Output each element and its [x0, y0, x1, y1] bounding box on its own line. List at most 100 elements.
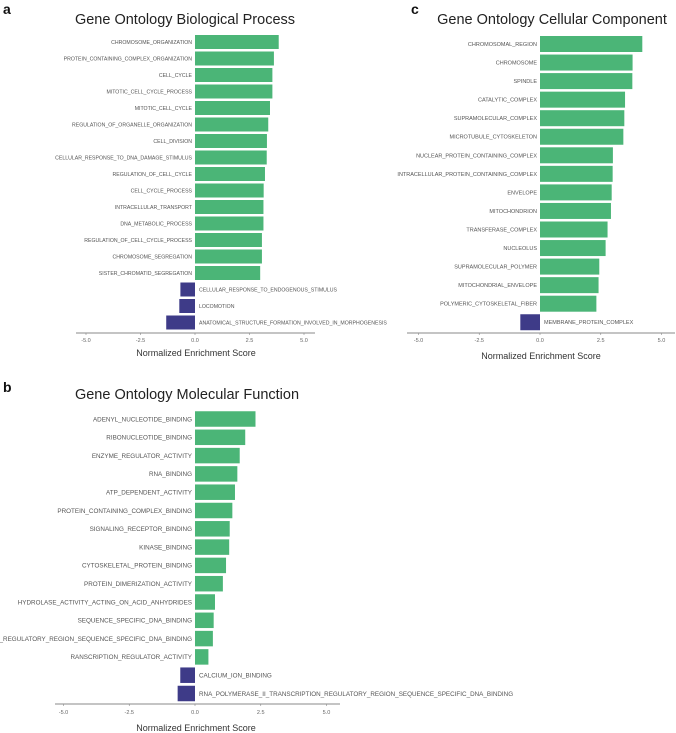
- bar-mitochondrial-envelope: [540, 277, 599, 294]
- bar-cytoskeletal-protein-binding: [195, 557, 227, 574]
- category-label: CELL_DIVISION: [153, 139, 192, 145]
- bar-envelope: [540, 184, 612, 201]
- bar-intracellular-protein-containing-complex: [540, 165, 613, 182]
- category-label: MITOTIC_CELL_CYCLE: [135, 106, 193, 112]
- bar-ranscription-regulator-activity: [195, 649, 209, 665]
- bar-microtubule-cytoskeleton: [540, 128, 624, 145]
- category-label: CELL_CYCLE: [159, 73, 193, 79]
- bar-kinase-binding: [195, 539, 230, 555]
- bar-calcium-ion-binding: [180, 667, 195, 683]
- bar-transferase-complex: [540, 221, 608, 238]
- x-tick-label: -2.5: [475, 338, 484, 344]
- x-tick-label: -5.0: [414, 338, 423, 344]
- bar-regulation-of-cell-cycle: [195, 167, 265, 181]
- bar-sister-chromatid-segregation: [195, 266, 261, 280]
- bar-supramolecular-complex: [540, 110, 625, 127]
- x-tick-label: 0.0: [536, 338, 544, 344]
- x-tick-label: 0.0: [191, 710, 199, 716]
- bar-mitotic-cell-cycle: [195, 101, 270, 115]
- bar-cis-regulatory-region-sequence-specific-dna-binding: [195, 630, 213, 647]
- bar-cellular-response-to-dna-damage-stimulus: [195, 150, 267, 165]
- category-label: ADENYL_NUCLEOTIDE_BINDING: [93, 416, 192, 423]
- category-label: MITOCHONDRIAL_ENVELOPE: [458, 283, 537, 289]
- panel-a-biological-process: a Gene Ontology Biological Process Norma…: [3, 1, 387, 358]
- bar-sequence-specific-dna-binding: [195, 612, 214, 629]
- bar-cell-division: [195, 134, 267, 148]
- x-tick-label: 0.0: [191, 338, 199, 344]
- chart-title: Gene Ontology Molecular Function: [75, 387, 299, 403]
- bar-regulation-of-organelle-organization: [195, 117, 269, 132]
- category-label: HYDROLASE_ACTIVITY_ACTING_ON_ACID_ANHYDR…: [18, 599, 192, 606]
- bar-hydrolase-activity-acting-on-acid-anhydrides: [195, 594, 215, 610]
- category-label: RNA_BINDING: [149, 471, 192, 478]
- category-label: CIS_REGULATORY_REGION_SEQUENCE_SPECIFIC_…: [0, 636, 192, 643]
- bar-nucleolus: [540, 240, 606, 257]
- bar-locomotion: [179, 299, 195, 313]
- category-label: REGULATION_OF_ORGANELLE_ORGANIZATION: [72, 122, 192, 128]
- category-label: KINASE_BINDING: [139, 544, 192, 551]
- category-label: NUCLEOLUS: [503, 246, 537, 252]
- category-label: PROTEIN_DIMERIZATION_ACTIVITY: [84, 581, 193, 588]
- category-label: CATALYTIC_COMPLEX: [478, 98, 537, 104]
- bar-cell-cycle-process: [195, 183, 264, 198]
- panel-letter: a: [3, 1, 11, 17]
- category-label: INTRACELLULAR_PROTEIN_CONTAINING_COMPLEX: [397, 172, 537, 178]
- category-label: RNA_POLYMERASE_II_TRANSCRIPTION_REGULATO…: [199, 691, 513, 698]
- bar-anatomical-structure-formation-involved-in-morphogenesis: [166, 315, 195, 330]
- category-label: RIBONUCLEOTIDE_BINDING: [106, 435, 192, 442]
- panel-letter: c: [411, 1, 419, 17]
- bar-cellular-response-to-endogenous-stimulus: [180, 282, 195, 297]
- x-tick-label: -5.0: [81, 338, 90, 344]
- category-label: LOCOMOTION: [199, 304, 235, 310]
- panel-b-molecular-function: b Gene Ontology Molecular Function Norma…: [0, 379, 513, 733]
- bar-intracellular-transport: [195, 200, 264, 214]
- bar-ribonucleotide-binding: [195, 429, 246, 446]
- x-tick-label: -2.5: [136, 338, 145, 344]
- category-label: SIGNALING_RECEPTOR_BINDING: [90, 526, 193, 533]
- x-axis-label: Normalized Enrichment Score: [481, 351, 601, 361]
- bar-chromosome-segregation: [195, 249, 262, 264]
- bar-polymeric-cytoskeletal-fiber: [540, 295, 597, 312]
- x-tick-label: -5.0: [59, 710, 68, 716]
- bar-supramolecular-polymer: [540, 258, 600, 275]
- x-axis-label: Normalized Enrichment Score: [136, 348, 256, 358]
- bar-rna-polymerase-ii-transcription-regulatory-region-sequence-specific-dna-binding: [177, 685, 195, 702]
- category-label: CHROMOSOME: [496, 61, 538, 67]
- category-label: ENVELOPE: [507, 190, 537, 196]
- bar-chromosome: [540, 54, 633, 71]
- category-label: NUCLEAR_PROTEIN_CONTAINING_COMPLEX: [416, 153, 537, 159]
- category-label: INTRACELLULAR_TRANSPORT: [115, 205, 193, 211]
- x-tick-label: -2.5: [125, 710, 134, 716]
- x-tick-label: 2.5: [246, 338, 254, 344]
- bar-chromosome-organization: [195, 35, 279, 49]
- category-label: PROTEIN_CONTAINING_COMPLEX_BINDING: [57, 508, 192, 515]
- category-label: CHROMOSOMAL_REGION: [468, 42, 537, 48]
- category-label: TRANSFERASE_COMPLEX: [466, 227, 537, 233]
- bar-membrane-protein-complex: [520, 314, 540, 331]
- bar-protein-dimerization-activity: [195, 575, 223, 592]
- bar-protein-containing-complex-organization: [195, 51, 274, 66]
- category-label: CELL_CYCLE_PROCESS: [131, 188, 193, 194]
- category-label: MITOCHONDRION: [489, 209, 537, 215]
- category-label: MICROTUBULE_CYTOSKELETON: [449, 135, 537, 141]
- x-tick-label: 2.5: [597, 338, 605, 344]
- bar-enzyme-regulator-activity: [195, 447, 240, 464]
- bar-catalytic-complex: [540, 91, 626, 108]
- chart-title: Gene Ontology Biological Process: [75, 12, 295, 28]
- bar-signaling-receptor-binding: [195, 521, 230, 537]
- category-label: POLYMERIC_CYTOSKELETAL_FIBER: [440, 302, 537, 308]
- category-label: MEMBRANE_PROTEIN_COMPLEX: [544, 320, 634, 326]
- category-label: SUPRAMOLECULAR_POLYMER: [454, 265, 537, 271]
- bar-mitotic-cell-cycle-process: [195, 84, 273, 99]
- category-label: CELLULAR_RESPONSE_TO_DNA_DAMAGE_STIMULUS: [55, 155, 192, 161]
- bar-nuclear-protein-containing-complex: [540, 147, 613, 164]
- bar-dna-metabolic-process: [195, 216, 264, 231]
- bar-protein-containing-complex-binding: [195, 502, 233, 519]
- x-tick-label: 5.0: [658, 338, 666, 344]
- bar-rna-binding: [195, 466, 238, 482]
- bar-spindle: [540, 73, 633, 90]
- category-label: REGULATION_OF_CELL_CYCLE: [113, 172, 193, 178]
- panel-c-cellular-component: c Gene Ontology Cellular Component Norma…: [397, 1, 675, 361]
- x-axis-label: Normalized Enrichment Score: [136, 723, 256, 733]
